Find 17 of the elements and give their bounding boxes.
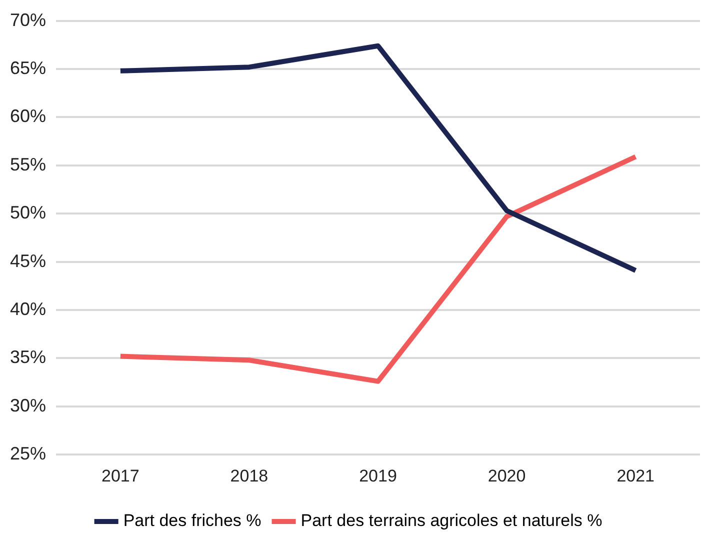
x-tick-label: 2018 <box>230 466 268 486</box>
y-tick-label: 35% <box>10 347 46 368</box>
y-tick-label: 50% <box>10 202 46 223</box>
x-tick-label: 2020 <box>488 466 526 486</box>
y-tick-label: 40% <box>10 298 46 319</box>
x-tick-label: 2017 <box>102 466 140 486</box>
y-tick-label: 65% <box>10 58 46 78</box>
y-tick-label: 55% <box>10 154 46 174</box>
x-tick-label: 2019 <box>359 466 397 486</box>
x-tick-label: 2021 <box>616 466 655 486</box>
y-tick-label: 30% <box>10 395 46 416</box>
legend-label: Part des terrains agricoles et naturels % <box>300 511 602 530</box>
legend-label: Part des friches % <box>123 511 262 530</box>
y-tick-label: 45% <box>10 250 46 271</box>
y-tick-label: 70% <box>10 10 46 30</box>
y-tick-label: 25% <box>10 444 46 464</box>
y-tick-label: 60% <box>10 106 46 126</box>
